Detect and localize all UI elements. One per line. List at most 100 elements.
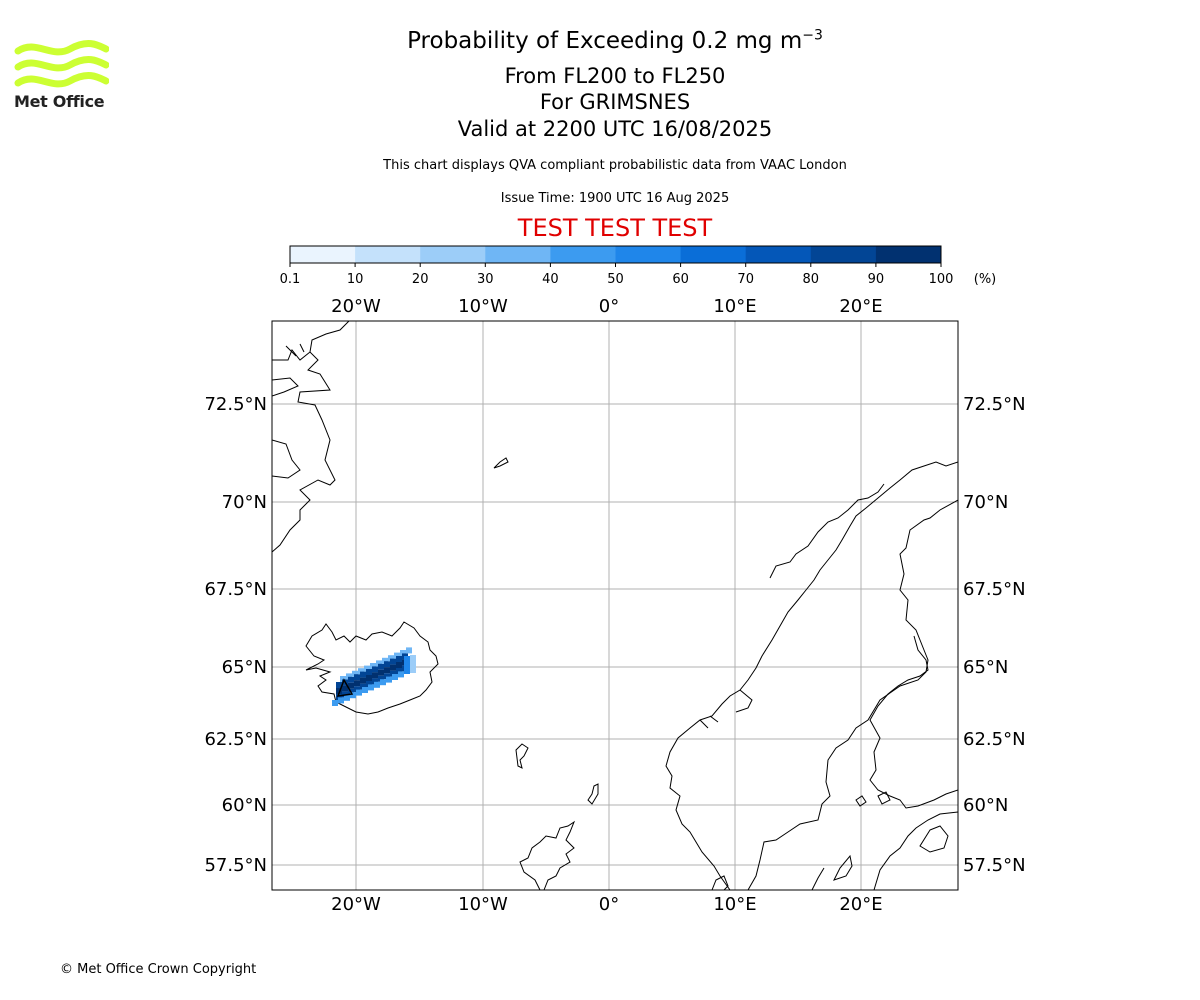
iceland-coast	[305, 621, 439, 715]
lat-label-left: 57.5°N	[204, 855, 267, 876]
plume-cell	[352, 670, 358, 677]
plume-cell	[384, 667, 390, 674]
map-gridlines	[272, 321, 958, 890]
title-line-2: From FL200 to FL250	[504, 64, 726, 88]
coastlines	[272, 321, 958, 890]
plume-cell	[384, 661, 390, 668]
plume-cell	[390, 670, 396, 677]
title-line-4: Valid at 2200 UTC 16/08/2025	[457, 117, 773, 141]
plume-cell	[378, 663, 384, 670]
lon-label-top: 20°W	[331, 296, 381, 317]
plume-cell	[382, 657, 388, 664]
met-office-logo-icon	[14, 40, 109, 88]
plume-cell	[354, 674, 360, 681]
lat-label-left: 72.5°N	[204, 394, 267, 415]
plume-cell	[360, 677, 366, 684]
plume-cell	[340, 676, 346, 682]
plume-cell	[332, 700, 338, 706]
plume-cell	[378, 669, 384, 676]
plume-cell	[410, 661, 416, 667]
colorbar-segment	[745, 246, 812, 263]
axis-labels: 20°W 20°W 10°W 10°W 0° 0° 10°E 10°E 20°E 20°E 72.5…	[204, 296, 1025, 915]
greenland-coast	[272, 321, 336, 553]
colorbar-tick-label: 80	[803, 272, 820, 287]
colorbar-segment	[485, 246, 551, 263]
plume-cell	[368, 684, 374, 691]
plume-cell	[360, 671, 366, 678]
colorbar-tick-label: 10	[347, 272, 364, 287]
plume-cell	[404, 668, 410, 674]
plume-cell	[336, 688, 342, 694]
lat-label-right: 60°N	[963, 795, 1008, 816]
plume-cell	[364, 665, 370, 672]
plume-cell	[346, 673, 352, 680]
shetland-coast	[587, 783, 599, 805]
lon-label-bottom: 20°W	[331, 894, 381, 915]
plume-cell	[384, 673, 390, 680]
scotland-coast	[519, 820, 576, 890]
lon-label-bottom: 20°E	[839, 894, 882, 915]
lat-label-left: 70°N	[222, 492, 267, 513]
plume-cell	[358, 668, 364, 675]
plume-cell	[372, 672, 378, 679]
plume-cell	[410, 667, 416, 673]
plume-cell	[380, 679, 386, 686]
colorbar-tick-label: 20	[412, 272, 429, 287]
lon-label-bottom: 10°W	[458, 894, 508, 915]
plume-cell	[404, 662, 410, 668]
plume-cell	[404, 656, 410, 662]
jan-mayen-coast	[493, 457, 509, 469]
lat-label-left: 65°N	[222, 657, 267, 678]
plume-cell	[372, 666, 378, 673]
colorbar-tick-label: 90	[868, 272, 885, 287]
plume-cell	[386, 676, 392, 683]
lat-label-left: 60°N	[222, 795, 267, 816]
plume-cell	[390, 658, 396, 665]
lon-label-top: 10°W	[458, 296, 508, 317]
colorbar-tick-label: 40	[542, 272, 559, 287]
plume-cell	[336, 694, 342, 700]
copyright: © Met Office Crown Copyright	[60, 962, 257, 977]
plume-cell	[396, 656, 402, 662]
plume-cell	[366, 675, 372, 681]
plume-cell	[396, 668, 402, 674]
lat-label-right: 67.5°N	[963, 579, 1026, 600]
plume-cell	[392, 674, 398, 680]
colorbar-tick-label: 0.1	[280, 272, 301, 287]
lon-label-top: 10°E	[713, 296, 756, 317]
logo-text: Met Office	[14, 92, 105, 111]
plume-cell	[394, 652, 400, 659]
faroe-islands-coast	[515, 743, 529, 769]
plume-cell	[338, 697, 344, 704]
plume-cell	[390, 664, 396, 671]
lon-label-top: 20°E	[839, 296, 882, 317]
plume-cell	[348, 682, 354, 689]
lat-label-left: 62.5°N	[204, 729, 267, 750]
lon-label-top: 0°	[599, 296, 619, 317]
plume-cell	[398, 671, 404, 678]
plume-cell	[348, 676, 354, 683]
plume-cell	[366, 681, 372, 687]
plume-cell	[356, 689, 362, 696]
plume-cell	[362, 687, 368, 693]
lat-label-right: 57.5°N	[963, 855, 1026, 876]
plume-cell	[376, 660, 382, 667]
colorbar-unit: (%)	[974, 272, 997, 287]
baltic-coast	[869, 635, 958, 809]
colorbar: 0.1 10 20 30 40 50 60 70 80 90 100 (%)	[280, 245, 997, 287]
plume-cell	[360, 683, 366, 690]
test-banner: TEST TEST TEST	[517, 214, 713, 242]
chart-title: Probability of Exceeding 0.2 mg m−3	[0, 28, 1200, 54]
colorbar-segment	[680, 246, 747, 263]
plume-cell	[400, 650, 406, 656]
ash-plume	[332, 647, 416, 706]
plume-cell	[374, 681, 380, 688]
colorbar-segment	[420, 246, 486, 263]
plume-cell	[410, 655, 416, 661]
plume-cell	[354, 686, 360, 693]
subtitle: This chart displays QVA compliant probab…	[383, 158, 847, 173]
title-superscript: −3	[802, 27, 823, 44]
colorbar-segment	[290, 246, 356, 263]
denmark-coast	[711, 875, 729, 890]
